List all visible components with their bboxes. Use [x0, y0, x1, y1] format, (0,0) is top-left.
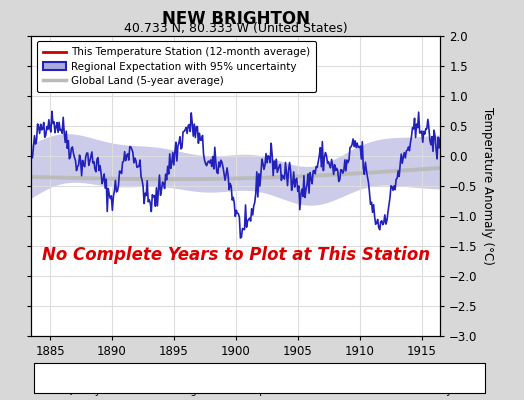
Text: NEW BRIGHTON: NEW BRIGHTON: [162, 10, 310, 28]
Text: No Complete Years to Plot at This Station: No Complete Years to Plot at This Statio…: [42, 246, 430, 264]
Text: Empirical Break: Empirical Break: [395, 373, 471, 383]
Text: ■: ■: [383, 373, 392, 383]
Text: ◆: ◆: [46, 373, 53, 383]
Text: Record Gap: Record Gap: [148, 373, 205, 383]
Text: ▼: ▼: [243, 373, 250, 383]
Legend: This Temperature Station (12-month average), Regional Expectation with 95% uncer: This Temperature Station (12-month avera…: [37, 41, 316, 92]
Y-axis label: Temperature Anomaly (°C): Temperature Anomaly (°C): [482, 107, 494, 265]
Text: ▲: ▲: [138, 373, 145, 383]
Text: 40.733 N, 80.333 W (United States): 40.733 N, 80.333 W (United States): [124, 22, 347, 35]
Text: Data Quality Controlled and Aligned at Breakpoints: Data Quality Controlled and Aligned at B…: [39, 386, 290, 396]
Text: Station Move: Station Move: [57, 373, 121, 383]
Text: Berkeley Earth: Berkeley Earth: [410, 386, 482, 396]
Text: Time of Obs. Change: Time of Obs. Change: [253, 373, 355, 383]
